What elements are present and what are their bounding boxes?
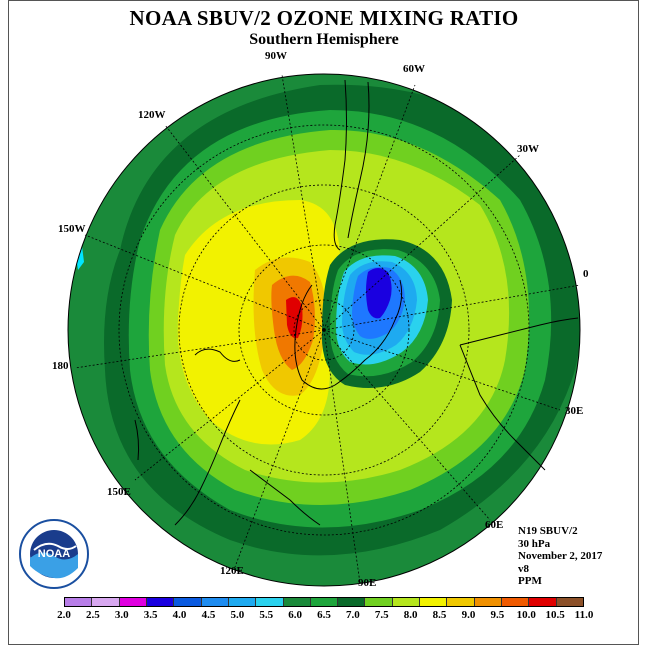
legend-swatch bbox=[529, 598, 557, 606]
logo-text: NOAA bbox=[38, 548, 70, 560]
legend-swatch bbox=[92, 598, 120, 606]
lon-label-90w: 90W bbox=[265, 50, 287, 62]
lon-label-90e: 90E bbox=[358, 577, 377, 589]
lon-label-0: 0 bbox=[583, 268, 589, 280]
legend-tick-label: 6.0 bbox=[288, 609, 302, 621]
info-version: v8 bbox=[518, 562, 529, 575]
legend-tick-label: 2.5 bbox=[86, 609, 100, 621]
globe-outline bbox=[67, 73, 581, 587]
lon-label-60e: 60E bbox=[485, 519, 504, 531]
info-block: N19 SBUV/2 30 hPa November 2, 2017 v8 PP… bbox=[518, 525, 602, 588]
info-date: November 2, 2017 bbox=[518, 550, 603, 563]
legend-tick-label: 10.5 bbox=[545, 609, 565, 621]
legend-swatch bbox=[310, 598, 339, 606]
legend-tick-label: 10.0 bbox=[516, 609, 536, 621]
legend-swatch bbox=[228, 598, 257, 606]
legend-tick-label: 8.5 bbox=[432, 609, 447, 621]
map-title: NOAA SBUV/2 OZONE MIXING RATIO bbox=[129, 6, 519, 30]
color-legend-bar bbox=[64, 597, 584, 607]
legend-swatch bbox=[556, 598, 583, 606]
graticule bbox=[74, 74, 581, 584]
legend-swatch bbox=[338, 598, 366, 606]
legend-swatch bbox=[283, 598, 311, 606]
info-level: 30 hPa bbox=[518, 537, 551, 550]
info-units: PPM bbox=[518, 575, 542, 588]
lon-label-30w: 30W bbox=[517, 143, 539, 155]
legend-tick-label: 4.5 bbox=[201, 609, 216, 621]
legend-tick-label: 9.0 bbox=[461, 609, 476, 621]
legend-tick-label: 8.0 bbox=[403, 609, 418, 621]
legend-tick-label: 7.5 bbox=[374, 609, 389, 621]
legend-swatch bbox=[146, 598, 175, 606]
band-red bbox=[286, 297, 303, 339]
legend-tick-label: 7.0 bbox=[346, 609, 360, 621]
legend-swatch bbox=[447, 598, 475, 606]
band-dark-blue bbox=[366, 268, 392, 319]
lon-label-180: 180 bbox=[52, 360, 69, 372]
legend-tick-label: 11.0 bbox=[574, 609, 594, 621]
legend-tick-label: 2.0 bbox=[57, 609, 71, 621]
lon-label-120e: 120E bbox=[220, 565, 244, 577]
lon-label-30e: 30E bbox=[565, 405, 584, 417]
legend-swatch bbox=[174, 598, 202, 606]
legend-tick-label: 3.0 bbox=[114, 609, 129, 621]
map-subtitle: Southern Hemisphere bbox=[249, 31, 399, 48]
legend-tick-label: 9.5 bbox=[490, 609, 505, 621]
coastlines bbox=[134, 79, 579, 526]
lon-label-60w: 60W bbox=[403, 63, 425, 75]
noaa-logo: NOAA bbox=[19, 519, 89, 589]
lon-label-150w: 150W bbox=[58, 223, 86, 235]
legend-swatch bbox=[119, 598, 147, 606]
legend-swatch bbox=[474, 598, 502, 606]
legend-swatch bbox=[420, 598, 448, 606]
legend-swatch bbox=[392, 598, 421, 606]
lon-label-150e: 150E bbox=[107, 486, 131, 498]
legend-swatch bbox=[65, 598, 93, 606]
info-satellite: N19 SBUV/2 bbox=[518, 525, 578, 537]
legend-swatch bbox=[256, 598, 284, 606]
legend-swatch bbox=[201, 598, 229, 606]
legend-swatch bbox=[502, 598, 530, 606]
legend-tick-label: 4.0 bbox=[172, 609, 187, 621]
lon-label-120w: 120W bbox=[138, 109, 166, 121]
legend-tick-label: 5.0 bbox=[230, 609, 245, 621]
legend-tick-label: 5.5 bbox=[259, 609, 274, 621]
legend-swatch bbox=[365, 598, 393, 606]
legend-tick-label: 6.5 bbox=[317, 609, 331, 621]
legend-tick-label: 3.5 bbox=[143, 609, 158, 621]
